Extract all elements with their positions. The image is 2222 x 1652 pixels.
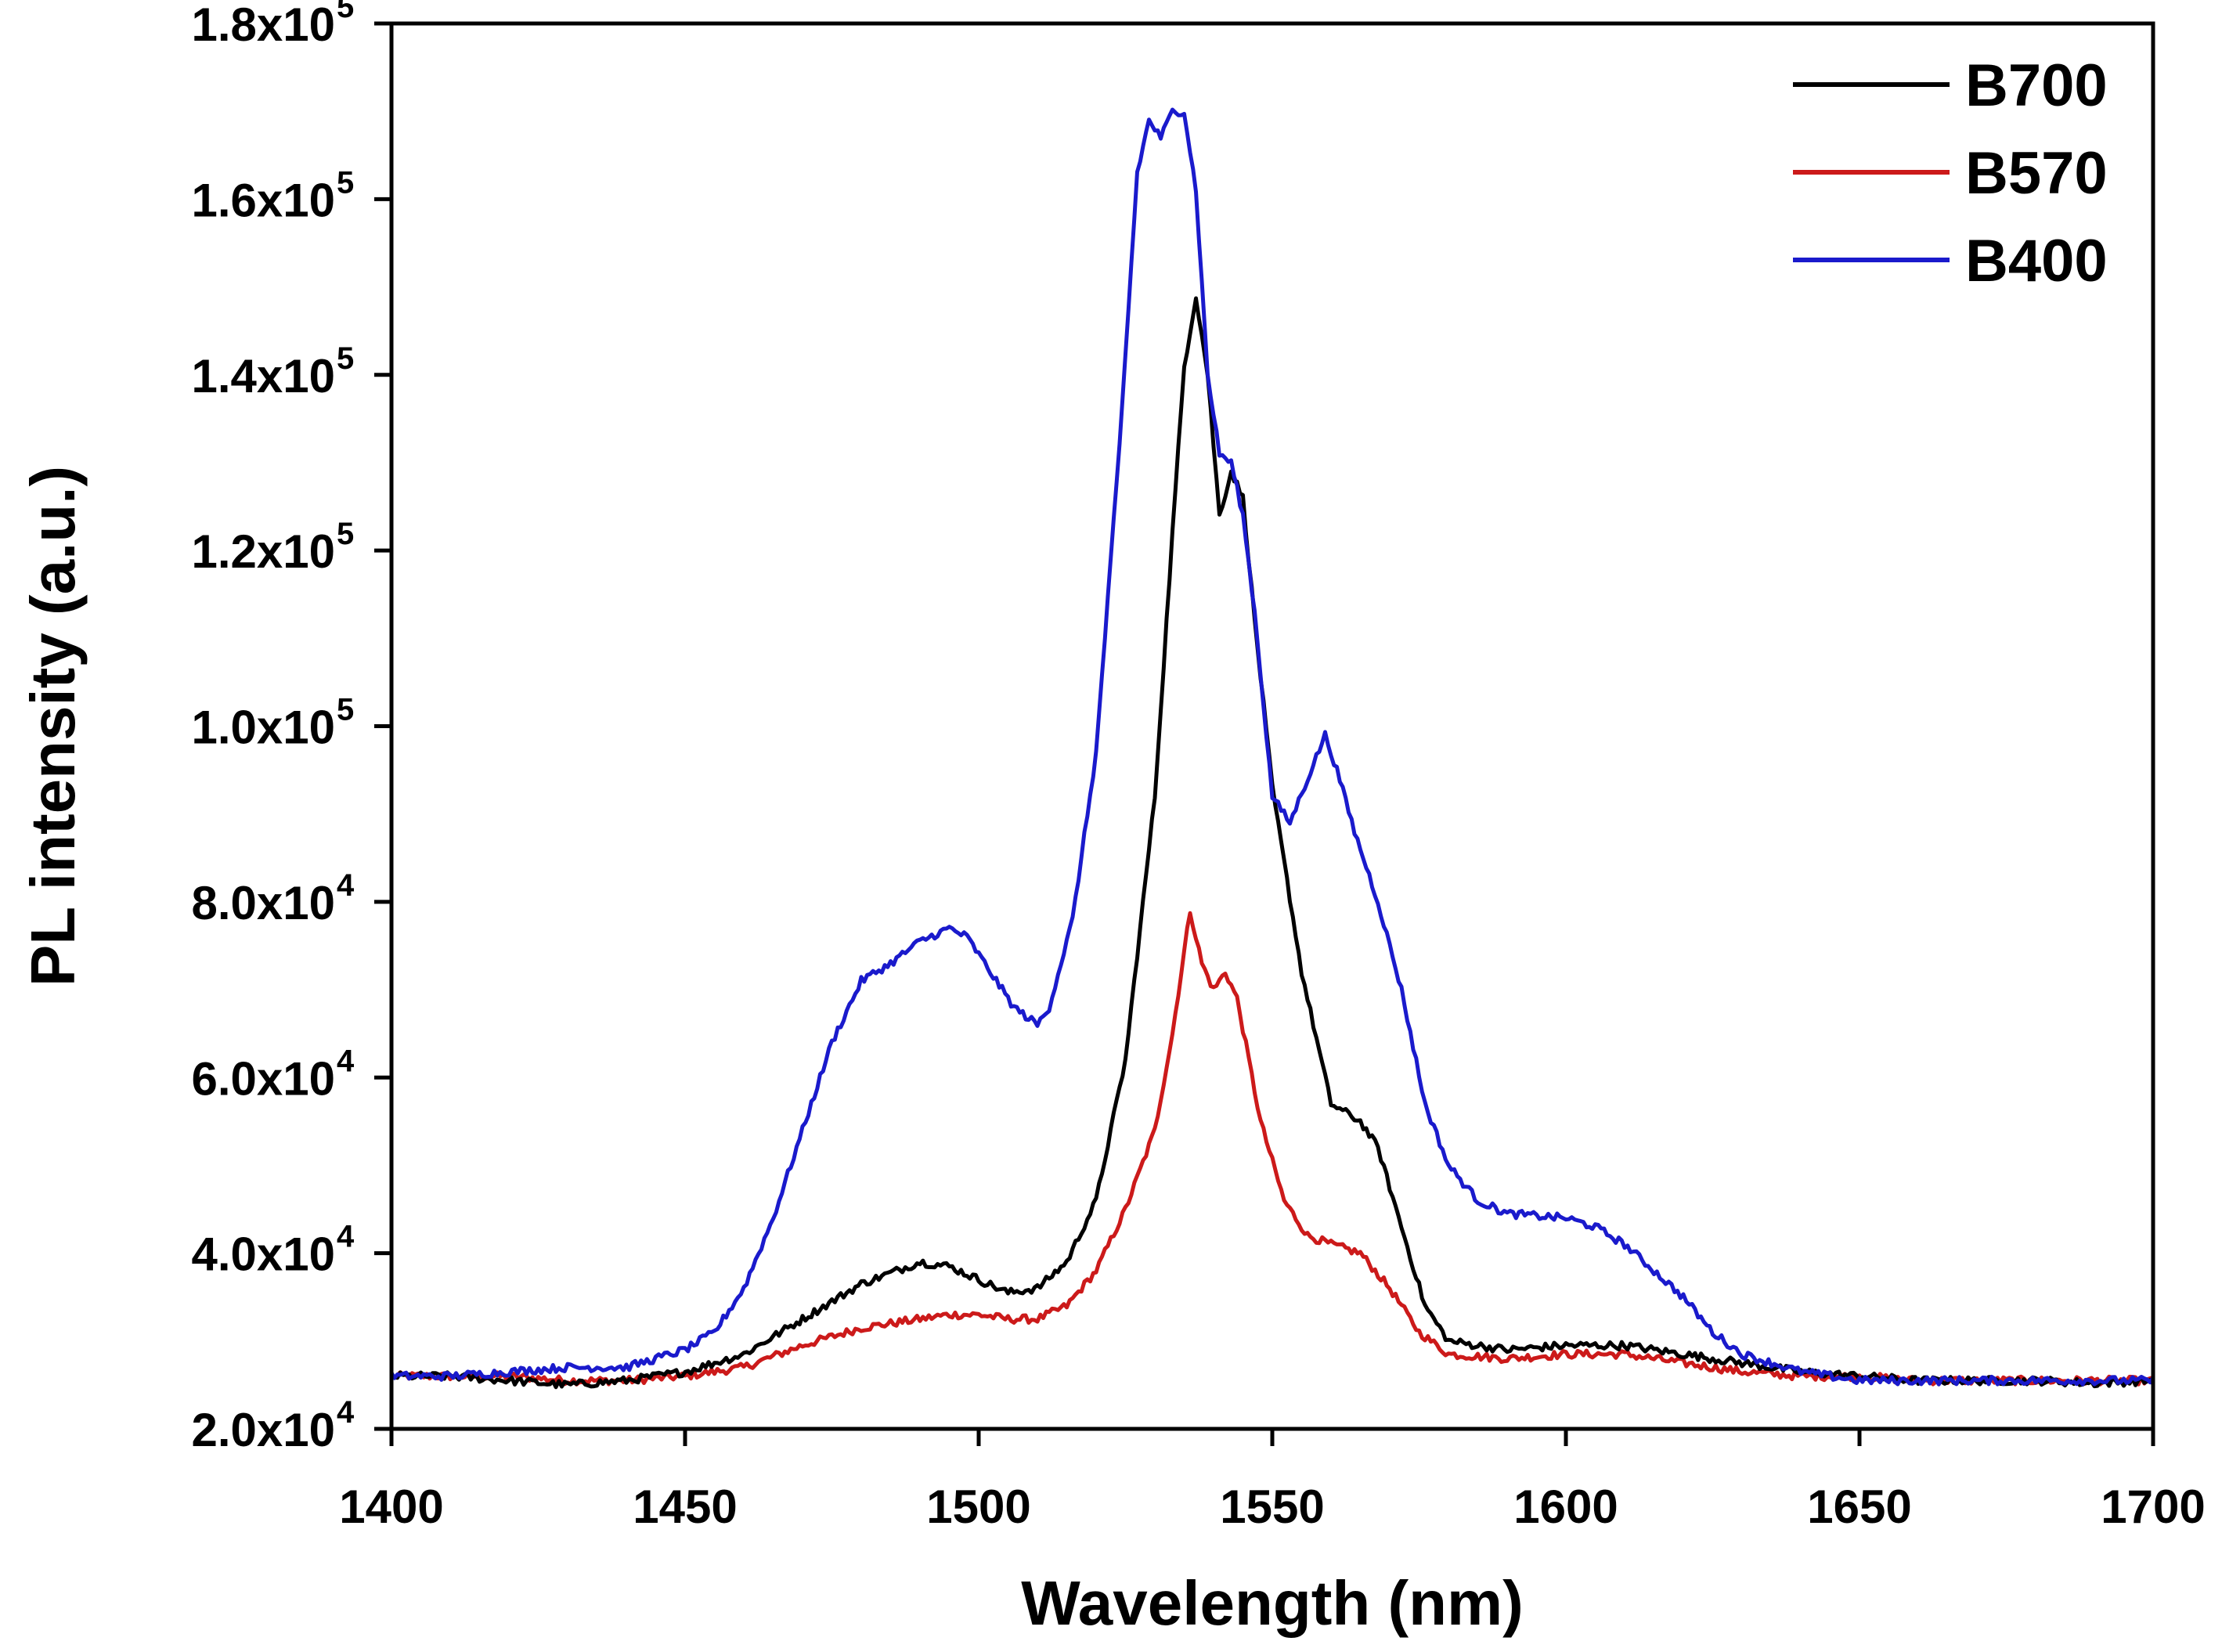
x-tick-label: 1550 (1220, 1481, 1324, 1533)
y-tick-label: 1.6x10 (191, 174, 335, 226)
series-line-b400 (389, 107, 2155, 1387)
x-tick-label: 1700 (2101, 1481, 2205, 1533)
x-tick-label: 1600 (1513, 1481, 1618, 1533)
legend-label-b570: B570 (1965, 140, 2108, 207)
x-axis-title: Wavelength (nm) (1021, 1568, 1523, 1638)
y-tick-exponent: 5 (337, 0, 354, 24)
y-tick-label: 8.0x10 (191, 877, 335, 929)
y-axis-title: PL intensity (a.u.) (18, 466, 88, 987)
y-tick-exponent: 5 (337, 165, 354, 200)
y-tick-label: 1.8x10 (191, 0, 335, 51)
legend-label-b400: B400 (1965, 228, 2108, 294)
legend: B700 B570 B400 (1793, 52, 2108, 294)
y-tick-label: 4.0x10 (191, 1228, 335, 1281)
legend-label-b700: B700 (1965, 52, 2108, 119)
x-tick-label: 1450 (633, 1481, 737, 1533)
y-tick-label: 1.0x10 (191, 702, 335, 754)
series-line-b570 (390, 911, 2154, 1387)
y-tick-exponent: 4 (337, 1395, 355, 1430)
series-layer (389, 107, 2155, 1390)
x-tick-label: 1650 (1807, 1481, 1911, 1533)
y-tick-label: 6.0x10 (191, 1052, 335, 1105)
y-tick-label: 2.0x10 (191, 1404, 335, 1456)
y-tick-exponent: 4 (337, 1220, 355, 1254)
y-tick-exponent: 4 (337, 1044, 355, 1078)
y-tick-exponent: 5 (337, 693, 354, 727)
y-tick-label: 1.2x10 (191, 525, 335, 578)
x-tick-label: 1500 (926, 1481, 1030, 1533)
y-tick-exponent: 5 (337, 517, 354, 551)
x-tick-label: 1400 (339, 1481, 443, 1533)
y-tick-exponent: 4 (337, 868, 355, 903)
y-tick-label: 1.4x10 (191, 350, 335, 402)
y-tick-exponent: 5 (337, 341, 354, 376)
